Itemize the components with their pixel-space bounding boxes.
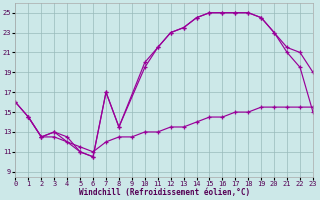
X-axis label: Windchill (Refroidissement éolien,°C): Windchill (Refroidissement éolien,°C) [79,188,250,197]
